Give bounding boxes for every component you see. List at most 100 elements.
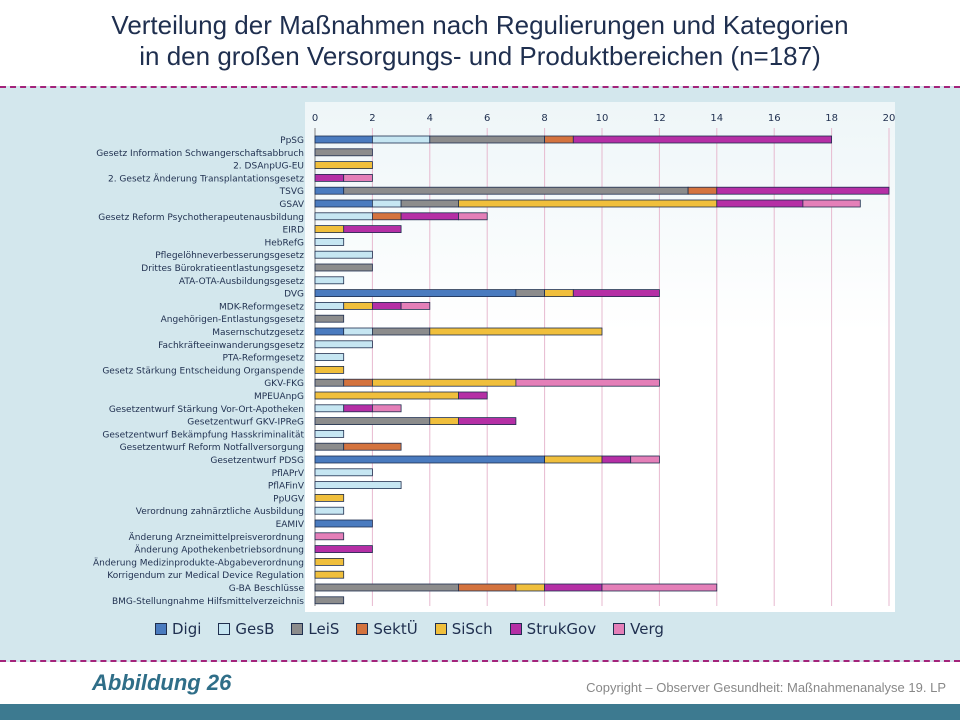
bar-segment <box>314 493 345 502</box>
category-label: Gesetzentwurf Stärkung Vor-Ort-Apotheken <box>109 405 304 415</box>
legend-swatch <box>613 623 626 635</box>
bar-segment <box>371 135 431 144</box>
category-label: Masernschutzgesetz <box>212 328 304 338</box>
copyright-text: Copyright – Observer Gesundheit: Maßnahm… <box>586 680 946 695</box>
x-tick-label: 18 <box>825 113 838 124</box>
legend-item: SiSch <box>434 620 493 638</box>
bar-segment <box>314 558 345 566</box>
category-label: MPEUAnpG <box>254 392 304 402</box>
legend-item: StrukGov <box>509 620 597 638</box>
bar-segment <box>314 596 345 605</box>
bar-segment <box>314 314 345 323</box>
bar-segment <box>572 135 832 144</box>
bar-segment <box>371 404 402 413</box>
bar-segment <box>458 417 517 426</box>
bar-segment <box>314 545 373 553</box>
bar-segment <box>601 455 632 464</box>
bar-segment <box>314 186 345 195</box>
bar-segment <box>400 301 431 310</box>
category-label: PpUGV <box>273 494 305 504</box>
figure-label: Abbildung 26 <box>92 670 232 695</box>
bar-segment <box>314 212 373 221</box>
category-label: GSAV <box>279 200 304 210</box>
title-line-2: in den großen Versorgungs- und Produktbe… <box>139 41 821 71</box>
legend-label: Verg <box>630 620 664 638</box>
bar-segment <box>314 263 373 272</box>
category-label: Pflegelöhneverbesserungsgesetz <box>155 251 304 261</box>
x-tick-label: 14 <box>710 113 723 124</box>
bar-segment <box>314 237 345 246</box>
category-label: DVG <box>284 290 304 300</box>
category-label: PTA-Reformgesetz <box>222 354 304 364</box>
category-label: PpSG <box>280 136 304 146</box>
bar-segment <box>544 455 603 464</box>
legend-label: SektÜ <box>373 620 418 638</box>
category-label: Verordnung zahnärztliche Ausbildung <box>136 507 304 517</box>
bar-segment <box>314 161 373 170</box>
legend-swatch <box>291 623 304 635</box>
bar-segment <box>343 378 373 387</box>
bar-segment <box>314 276 345 285</box>
bar-segment <box>314 353 345 362</box>
category-label: PflAPrV <box>272 469 305 479</box>
bar-segment <box>314 532 345 541</box>
legend-label: StrukGov <box>526 620 597 638</box>
legend-swatch <box>509 623 522 635</box>
category-label: Drittes Bürokratieentlastungsgesetz <box>141 264 304 274</box>
bar-segment <box>343 225 402 234</box>
category-label: ATA-OTA-Ausbildungsgesetz <box>179 277 304 287</box>
x-tick-label: 16 <box>768 113 781 124</box>
category-label: 2. DSAnpUG-EU <box>233 162 304 172</box>
bar-segment <box>314 289 517 298</box>
category-label: Gesetz Information Schwangerschaftsabbru… <box>96 149 304 159</box>
bar-segment <box>515 378 660 387</box>
bar-segment <box>371 212 402 221</box>
legend-label: Digi <box>172 620 202 638</box>
bar-segment <box>343 404 373 413</box>
category-label: Gesetzentwurf GKV-IPReG <box>187 418 304 428</box>
bar-segment <box>314 506 345 515</box>
x-tick-label: 8 <box>541 113 547 124</box>
bar-segment <box>314 570 345 579</box>
category-label: TSVG <box>279 187 304 197</box>
bar-segment <box>314 148 373 157</box>
bar-segment <box>314 301 345 310</box>
chart-legend: Digi GesB LeiS SektÜ SiSch StrukGov Verg <box>155 618 681 640</box>
category-label: Änderung Arzneimittelpreisverordnung <box>129 532 304 543</box>
category-label: Gesetz Stärkung Entscheidung Organspende <box>102 366 304 376</box>
bar-segment <box>314 327 345 336</box>
bar-segment <box>515 583 546 592</box>
bar-segment <box>572 289 660 298</box>
bar-segment <box>371 199 402 208</box>
category-label: HebRefG <box>264 238 304 248</box>
legend-item: SektÜ <box>356 620 418 638</box>
category-label: EAMIV <box>276 520 305 530</box>
legend-item: Verg <box>613 620 664 638</box>
category-label: Angehörigen-Entlastungsgesetz <box>161 315 305 325</box>
bar-segment <box>429 417 459 426</box>
category-label: Gesetzentwurf Bekämpfung Hasskriminalitä… <box>102 430 304 440</box>
legend-item: LeiS <box>291 620 339 638</box>
category-label: Korrigendum zur Medical Device Regulatio… <box>107 571 304 581</box>
bar-segment <box>371 301 402 310</box>
legend-label: GesB <box>235 620 275 638</box>
legend-swatch <box>434 623 447 635</box>
bar-segment <box>343 442 402 451</box>
category-label: Gesetz Reform Psychotherapeutenausbildun… <box>98 213 304 223</box>
legend-swatch <box>155 623 167 635</box>
bar-segment <box>630 455 660 464</box>
x-tick-label: 0 <box>312 113 318 124</box>
bar-segment <box>314 481 402 490</box>
bar-segment <box>716 186 890 195</box>
bar-segment <box>314 468 373 477</box>
bar-segment <box>371 327 431 336</box>
bar-segment <box>400 199 459 208</box>
bar-segment <box>458 583 517 592</box>
bar-segment <box>314 173 345 182</box>
bar-segment <box>802 199 861 208</box>
bar-segment <box>458 199 718 208</box>
x-tick-label: 2 <box>369 113 375 124</box>
bar-segment <box>314 455 546 464</box>
bar-segment <box>314 340 373 349</box>
